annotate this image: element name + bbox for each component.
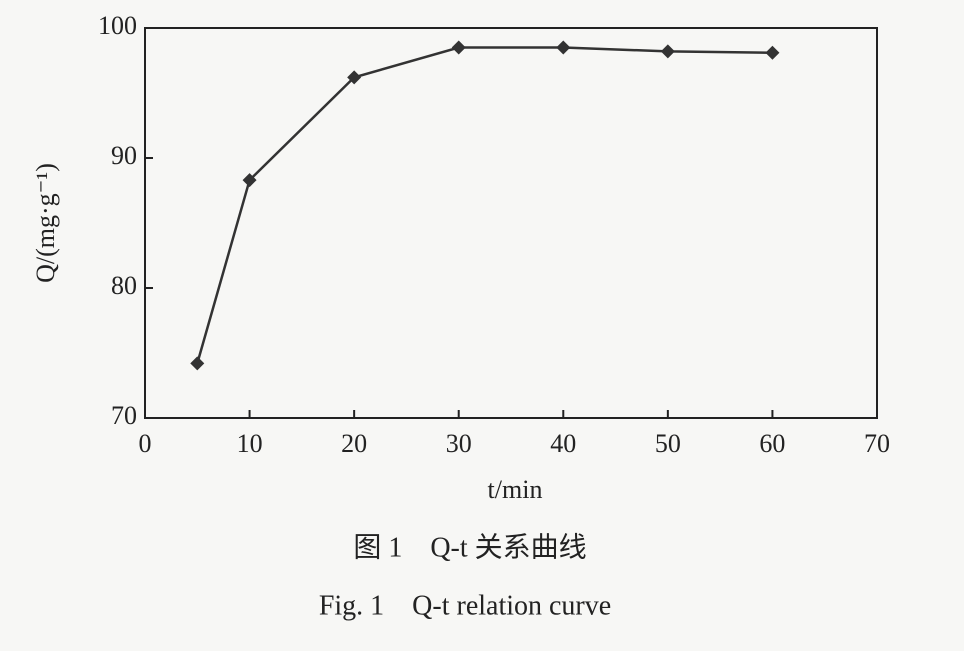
point-marker [347,70,362,85]
x-axis-label: t/min [488,475,543,504]
plot-frame [144,27,878,419]
point-marker [765,45,780,60]
x-tick-label: 0 [139,429,152,458]
x-tick-label: 40 [550,429,576,458]
x-tick-label: 10 [237,429,263,458]
y-tick-label: 100 [98,11,137,40]
x-tick-label: 60 [759,429,785,458]
caption-en: Fig. 1 Q-t relation curve [319,590,611,621]
caption-cn: 图 1 Q-t 关系曲线 [353,531,586,563]
y-tick-label: 80 [111,271,137,300]
series-line [196,46,773,364]
y-tick-label: 90 [111,141,137,170]
point-marker [451,40,466,55]
point-marker [556,40,571,55]
y-axis-label: Q/(mg·g⁻¹) [31,163,60,283]
point-marker [190,356,205,371]
point-marker [660,44,675,59]
x-tick-label: 50 [655,429,681,458]
point-marker [242,173,257,188]
x-tick-label: 30 [446,429,472,458]
x-tick-label: 20 [341,429,367,458]
y-tick-label: 70 [111,401,137,430]
x-tick-label: 70 [864,429,890,458]
